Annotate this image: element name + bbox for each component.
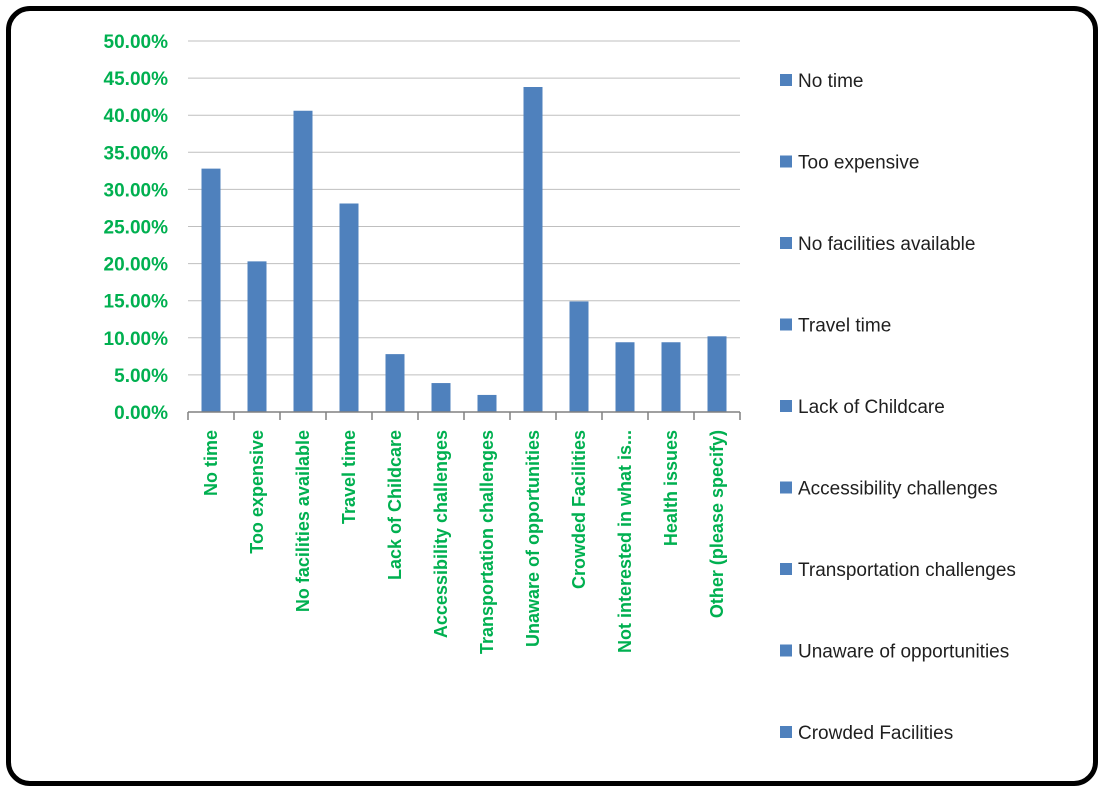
bar [569, 301, 589, 412]
bars [201, 87, 727, 413]
legend-entry: Travel time [798, 316, 891, 337]
y-tick-label: 50.00% [104, 32, 169, 53]
y-tick-label: 45.00% [104, 69, 169, 90]
bar [431, 383, 451, 412]
x-axis [187, 411, 741, 420]
y-tick-label: 30.00% [104, 180, 169, 201]
y-tick-label: 15.00% [104, 292, 169, 313]
y-tick-labels: 0.00% 5.00% 10.00% 15.00% 20.00% 25.00% 30.00%… [104, 32, 169, 424]
x-tick-label: Too expensive [247, 430, 267, 554]
x-tick-label: No time [201, 430, 221, 496]
legend-swatch [780, 318, 792, 331]
legend-entry: Lack of Childcare [798, 397, 945, 418]
x-tick-labels: No time Too expensive No facilities availa… [201, 430, 727, 654]
legend-entry: Too expensive [798, 153, 919, 174]
bar [201, 168, 221, 412]
legend-swatch [780, 237, 792, 249]
legend-swatch [780, 644, 792, 657]
y-tick-label: 10.00% [104, 329, 169, 350]
y-tick-label: 35.00% [104, 143, 169, 164]
y-tick-label: 0.00% [114, 403, 168, 424]
x-tick-label: Other (please specify) [707, 430, 727, 618]
y-tick-label: 20.00% [104, 255, 169, 276]
bar [293, 110, 313, 413]
x-tick-label: Travel time [339, 430, 359, 524]
legend-swatch [780, 155, 792, 168]
x-tick-label: Unaware of opportunities [523, 430, 543, 647]
legend-swatch [780, 563, 792, 575]
x-tick-label: Accessibility challenges [431, 430, 451, 638]
legend-entry: Unaware of opportunities [798, 642, 1009, 663]
x-tick-label: Health issues [661, 430, 681, 546]
bar [477, 394, 497, 412]
bar [247, 261, 267, 412]
legend-swatch [780, 726, 792, 738]
bar [339, 203, 359, 412]
legend-entry: Transportation challenges [798, 560, 1016, 581]
legend-swatch [780, 74, 792, 86]
bar [707, 336, 727, 412]
x-tick-label: Lack of Childcare [385, 430, 405, 580]
bar [615, 342, 635, 412]
gridlines [188, 40, 740, 376]
bar [385, 354, 405, 412]
x-tick-label: No facilities available [293, 430, 313, 612]
bar [661, 342, 681, 412]
x-tick-label: Transportation challenges [477, 430, 497, 654]
legend-swatch [780, 481, 792, 494]
x-tick-label: Crowded Facilities [569, 430, 589, 589]
y-tick-label: 40.00% [104, 106, 169, 127]
legend-entry: No time [798, 71, 863, 92]
legend-entry: Crowded Facilities [798, 723, 953, 744]
bar [523, 87, 543, 412]
legend-swatch [780, 400, 792, 412]
y-tick-label: 25.00% [104, 218, 169, 239]
legend-entry: Accessibility challenges [798, 479, 998, 500]
chart-frame [6, 6, 1098, 786]
legend: No time Too expensive No facilities availa… [780, 71, 1016, 744]
legend-entry: No facilities available [798, 234, 975, 255]
x-tick-label: Not interested in what is... [615, 430, 635, 653]
y-tick-label: 5.00% [114, 366, 168, 387]
